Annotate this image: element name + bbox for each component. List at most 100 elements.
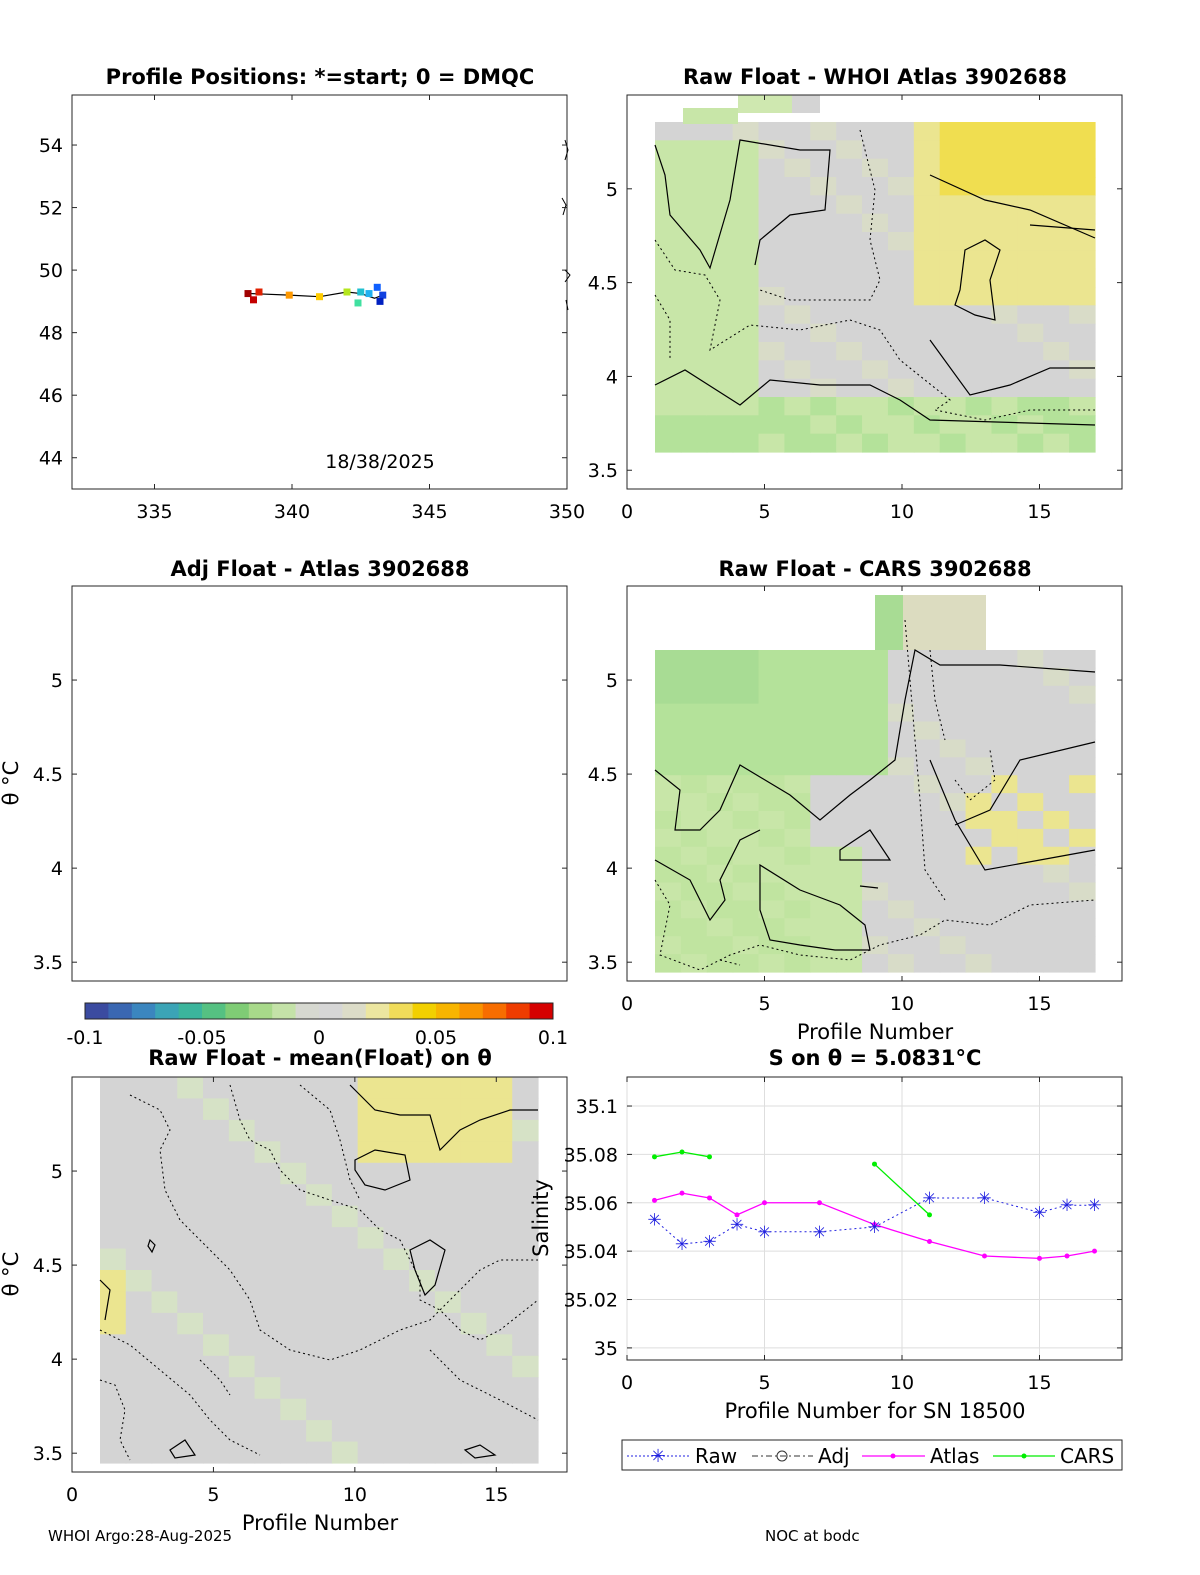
heatmap-cell xyxy=(706,323,734,343)
colorbar-swatch xyxy=(178,1003,203,1019)
heatmap-cell xyxy=(836,685,863,705)
heatmap-cell xyxy=(732,232,760,251)
heatmap-cell xyxy=(655,793,682,812)
heatmap-cell xyxy=(706,900,734,919)
heatmap-cell xyxy=(706,122,734,141)
raw-point: ✳ xyxy=(757,1223,771,1243)
heatmap-cell xyxy=(706,811,734,830)
heatmap-cell xyxy=(357,1355,385,1378)
heatmap-cell xyxy=(1069,864,1096,884)
heatmap-cell xyxy=(836,323,863,343)
profile-position-marker xyxy=(354,299,362,307)
heatmap-cell xyxy=(151,1077,178,1100)
heatmap-cell xyxy=(991,342,1018,361)
heatmap-cell xyxy=(784,775,811,794)
heatmap-cell xyxy=(784,158,811,178)
heatmap-cell xyxy=(177,1420,204,1443)
heatmap-cell xyxy=(965,177,993,196)
cars-xtick-label: 15 xyxy=(1027,993,1051,1015)
heatmap-cell xyxy=(177,1184,204,1207)
heatmap-cell xyxy=(810,195,837,215)
heatmap-cell xyxy=(228,1334,256,1357)
heatmap-cell xyxy=(655,433,682,453)
heatmap-cell xyxy=(1043,667,1070,687)
heatmap-cell xyxy=(434,1398,462,1421)
heatmap-cell xyxy=(862,415,889,435)
heatmap-cell xyxy=(460,1334,488,1357)
heatmap-cell xyxy=(913,140,941,160)
heatmap-cell xyxy=(228,1398,256,1421)
heatmap-cell xyxy=(254,1312,281,1335)
heatmap-cell xyxy=(655,158,682,178)
salinity-title: S on θ = 5.0831°C xyxy=(769,1046,982,1070)
cars-point xyxy=(707,1154,712,1160)
heatmap-cell xyxy=(784,918,811,937)
heatmap-cell xyxy=(991,650,1018,669)
heatmap-cell xyxy=(486,1270,513,1293)
heatmap-cell xyxy=(758,864,786,884)
heatmap-cell xyxy=(784,323,811,343)
heatmap-cell xyxy=(680,864,708,884)
heatmap-cell xyxy=(706,415,734,435)
heatmap-cell xyxy=(331,1098,359,1121)
heatmap-cell xyxy=(177,1355,204,1378)
heatmap-cell xyxy=(254,1270,281,1293)
heatmap-cell xyxy=(732,775,760,794)
heatmap-cell xyxy=(862,360,889,380)
heatmap-cell xyxy=(836,250,863,270)
heatmap-cell xyxy=(887,177,915,196)
heatmap-cell xyxy=(306,1119,333,1142)
heatmap-cell xyxy=(1069,342,1096,361)
heatmap-cell xyxy=(409,1355,436,1378)
heatmap-cell xyxy=(887,140,915,160)
heatmap-cell xyxy=(862,882,889,902)
heatmap-cell xyxy=(409,1441,436,1464)
heatmap-cell xyxy=(1069,177,1096,196)
heatmap-cell xyxy=(732,360,760,380)
heatmap-cell xyxy=(151,1248,178,1271)
heatmap-cell xyxy=(254,1184,281,1207)
heatmap-cell xyxy=(965,846,993,866)
heatmap-cell xyxy=(680,232,708,251)
heatmap-cell xyxy=(836,864,863,884)
heatmap-cell xyxy=(460,1205,488,1228)
heatmap-cell xyxy=(254,1398,281,1421)
heatmap-cell xyxy=(706,177,734,196)
heatmap-cell xyxy=(732,739,760,758)
heatmap-cell xyxy=(758,900,786,919)
heatmap-cell xyxy=(655,954,682,973)
heatmap-cell xyxy=(913,397,941,416)
salinity-xtick-label: 5 xyxy=(758,1372,770,1394)
heatmap-cell xyxy=(784,882,811,902)
heatmap-cell xyxy=(862,195,889,215)
heatmap-cell xyxy=(903,595,986,650)
heatmap-cell xyxy=(1043,158,1070,178)
heatmap-cell xyxy=(836,122,863,141)
heatmap-cell xyxy=(965,667,993,687)
heatmap-cell xyxy=(913,793,941,812)
profile-position-marker xyxy=(250,296,257,304)
heatmap-cell xyxy=(939,323,967,343)
heatmap-cell xyxy=(913,721,941,741)
heatmap-cell xyxy=(1043,213,1070,233)
heatmap-cell xyxy=(1069,775,1096,794)
heatmap-cell xyxy=(836,775,863,794)
heatmap-cell xyxy=(409,1248,436,1271)
anom-heatmap xyxy=(100,1077,539,1464)
anom-dotted-contours xyxy=(99,1084,539,1461)
heatmap-cell xyxy=(655,360,682,380)
heatmap-cell xyxy=(680,287,708,306)
heatmap-cell xyxy=(810,828,837,848)
atlas-ytick-label: 5 xyxy=(606,179,618,201)
heatmap-cell xyxy=(151,1312,178,1335)
heatmap-cell xyxy=(1017,397,1044,416)
heatmap-cell xyxy=(1043,250,1070,270)
heatmap-cell xyxy=(862,757,889,776)
heatmap-cell xyxy=(1017,433,1044,453)
heatmap-cell xyxy=(434,1377,462,1400)
atlas-ytick-label: 3.5 xyxy=(588,460,618,482)
heatmap-cell xyxy=(434,1162,462,1185)
positions-title: Profile Positions: *=start; 0 = DMQC xyxy=(106,65,535,89)
heatmap-cell xyxy=(991,140,1018,160)
heatmap-cell xyxy=(357,1205,385,1228)
